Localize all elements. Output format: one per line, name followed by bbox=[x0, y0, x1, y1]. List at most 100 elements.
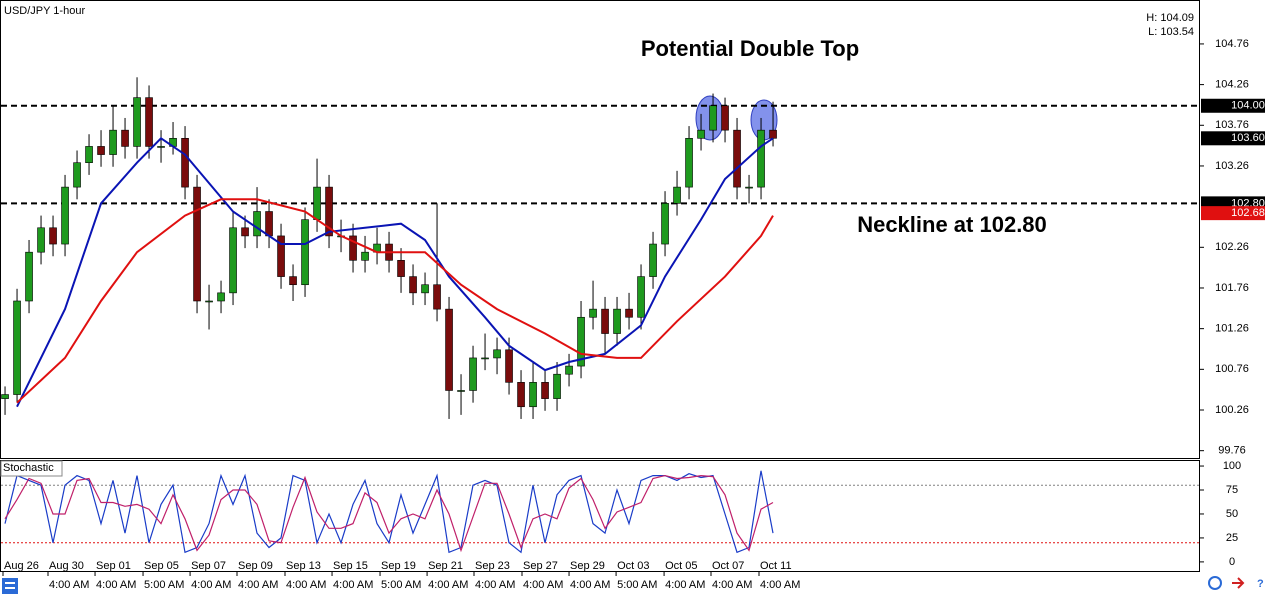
candle-body bbox=[13, 300, 21, 395]
menu-icon[interactable] bbox=[2, 578, 18, 594]
x-time-label: 5:00 AM bbox=[381, 579, 421, 591]
x-tick-label: Aug 30 bbox=[49, 560, 84, 572]
x-time-label: 4:00 AM bbox=[665, 579, 705, 591]
x-tick-label: Sep 13 bbox=[286, 560, 321, 572]
x-tick-label: Sep 27 bbox=[523, 560, 558, 572]
candle-body bbox=[601, 308, 609, 334]
x-time-label: 4:00 AM bbox=[428, 579, 468, 591]
y-tick-label: 50 bbox=[1226, 508, 1238, 520]
candle-body bbox=[121, 129, 129, 147]
indicator-label: Stochastic bbox=[3, 462, 54, 474]
y-tick-label: 100.26 bbox=[1215, 404, 1249, 416]
candle-body bbox=[529, 382, 537, 408]
y-tick-label: 100 bbox=[1223, 460, 1241, 472]
x-time-label: 4:00 AM bbox=[238, 579, 278, 591]
candle-body bbox=[577, 316, 585, 367]
candle-body bbox=[757, 129, 765, 188]
x-time-label: 4:00 AM bbox=[49, 579, 89, 591]
icon-part bbox=[5, 582, 15, 584]
stochastic-line bbox=[4, 474, 774, 553]
x-time-label: 4:00 AM bbox=[333, 579, 373, 591]
candle-body bbox=[133, 97, 141, 147]
x-time-label: 4:00 AM bbox=[286, 579, 326, 591]
moving-average bbox=[16, 137, 774, 408]
candle-body bbox=[685, 137, 693, 188]
candle-body bbox=[445, 308, 453, 391]
icon-part bbox=[5, 587, 15, 589]
chart-title: USD/JPY 1-hour bbox=[4, 5, 85, 17]
x-time-label: 4:00 AM bbox=[760, 579, 800, 591]
title-bg bbox=[1, 1, 97, 19]
annotation: Potential Double Top bbox=[641, 36, 859, 61]
candle-body bbox=[517, 382, 525, 408]
price-marker bbox=[1201, 206, 1265, 221]
candle-body bbox=[553, 373, 561, 399]
candle-body bbox=[241, 227, 249, 237]
candle-body bbox=[301, 219, 309, 286]
x-time-label: 5:00 AM bbox=[144, 579, 184, 591]
candle-body bbox=[205, 300, 213, 303]
y-tick-label: 101.76 bbox=[1215, 282, 1249, 294]
candle-body bbox=[85, 146, 93, 163]
toolbar-icons[interactable]: ? bbox=[2, 576, 1264, 594]
x-time-label: 4:00 AM bbox=[523, 579, 563, 591]
candle-body bbox=[157, 146, 165, 148]
candle-body bbox=[541, 382, 549, 399]
candle-body bbox=[697, 129, 705, 139]
high-text: H: 104.09 bbox=[1146, 12, 1194, 24]
candle-body bbox=[253, 211, 261, 237]
candle-body bbox=[49, 227, 57, 245]
low-text: L: 103.54 bbox=[1148, 26, 1194, 38]
price-marker bbox=[1201, 131, 1265, 146]
candle-body bbox=[433, 284, 441, 310]
candle-body bbox=[421, 284, 429, 294]
candle-body bbox=[145, 97, 153, 147]
candle-body bbox=[733, 129, 741, 188]
price-marker-label: 104.00 bbox=[1231, 100, 1265, 112]
x-time-label: 4:00 AM bbox=[712, 579, 752, 591]
candle-body bbox=[613, 308, 621, 334]
candle-body bbox=[469, 357, 477, 391]
candle-body bbox=[769, 129, 777, 139]
candle-body bbox=[109, 129, 117, 155]
candle-body bbox=[661, 203, 669, 245]
candle-body bbox=[481, 357, 489, 360]
arrow-icon[interactable] bbox=[1232, 577, 1245, 589]
candle-body bbox=[649, 243, 657, 277]
x-tick-label: Oct 07 bbox=[712, 560, 744, 572]
candle-body bbox=[625, 308, 633, 318]
candle-body bbox=[637, 276, 645, 318]
x-time-label: 5:00 AM bbox=[617, 579, 657, 591]
y-tick-label: 103.26 bbox=[1215, 160, 1249, 172]
candle-body bbox=[505, 349, 513, 383]
y-tick-label: 103.76 bbox=[1215, 119, 1249, 131]
annotation: Neckline at 102.80 bbox=[857, 212, 1047, 237]
x-tick-label: Oct 03 bbox=[617, 560, 649, 572]
candle-body bbox=[25, 251, 33, 302]
help-icon[interactable]: ? bbox=[1257, 578, 1264, 590]
candle-body bbox=[565, 365, 573, 375]
link-icon[interactable] bbox=[1208, 576, 1222, 590]
y-tick-label: 25 bbox=[1226, 532, 1238, 544]
x-tick-label: Sep 19 bbox=[381, 560, 416, 572]
candle-body bbox=[61, 186, 69, 245]
candle-body bbox=[289, 276, 297, 286]
price-marker-label: 102.68 bbox=[1231, 207, 1265, 219]
candle-body bbox=[589, 308, 597, 318]
y-tick-label: 102.26 bbox=[1215, 241, 1249, 253]
candle-body bbox=[673, 186, 681, 204]
x-tick-label: Sep 07 bbox=[191, 560, 226, 572]
y-tick-label: 99.76 bbox=[1218, 445, 1246, 457]
x-time-label: 4:00 AM bbox=[96, 579, 136, 591]
candle-body bbox=[73, 162, 81, 188]
candle-body bbox=[457, 390, 465, 392]
candle-body bbox=[277, 235, 285, 277]
candle-body bbox=[313, 186, 321, 220]
x-tick-label: Sep 29 bbox=[570, 560, 605, 572]
candle-body bbox=[217, 292, 225, 302]
candle-body bbox=[325, 186, 333, 237]
candle-body bbox=[265, 211, 273, 237]
candle-body bbox=[493, 349, 501, 359]
candle-body bbox=[709, 105, 717, 131]
